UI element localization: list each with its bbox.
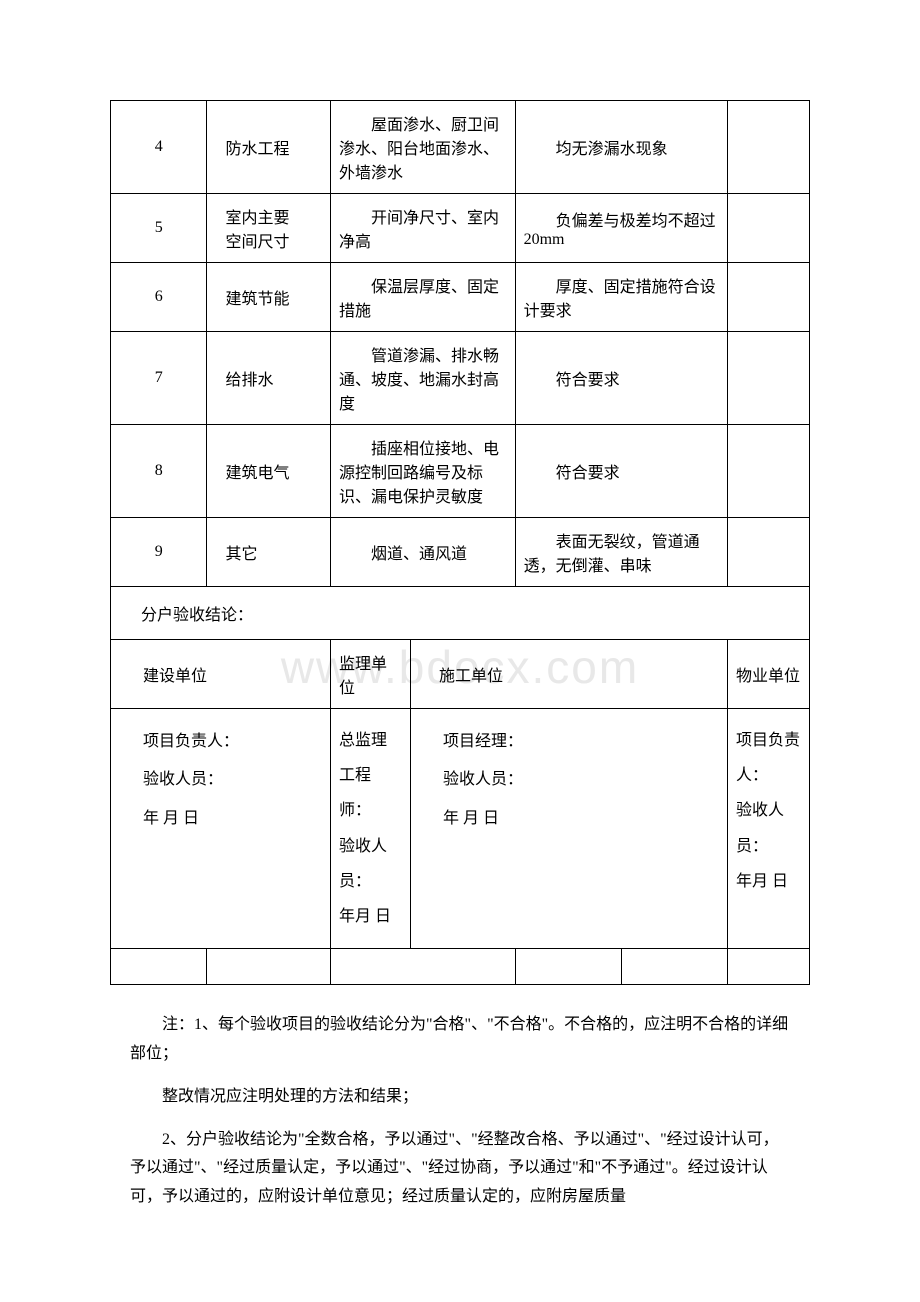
header-supervision: 监理单位 <box>331 640 411 709</box>
header-contractor: 施工单位 <box>411 640 728 709</box>
row-result <box>728 101 810 194</box>
sig-contractor: 项目经理： 验收人员： 年 月 日 <box>411 709 728 949</box>
table-row: 4 防水工程 屋面渗水、厨卫间渗水、阳台地面渗水、外墙渗水 均无渗漏水现象 <box>111 101 810 194</box>
empty-cell <box>111 949 207 985</box>
row-result <box>728 263 810 332</box>
row-detail: 屋面渗水、厨卫间渗水、阳台地面渗水、外墙渗水 <box>331 101 516 194</box>
row-result <box>728 425 810 518</box>
row-number: 7 <box>111 332 207 425</box>
row-number: 6 <box>111 263 207 332</box>
row-detail: 烟道、通风道 <box>331 518 516 587</box>
row-name: 给排水 <box>207 332 331 425</box>
notes-section: 注：1、每个验收项目的验收结论分为"合格"、"不合格"。不合格的，应注明不合格的… <box>110 1011 810 1212</box>
conclusion-label: 分户验收结论： <box>111 587 810 640</box>
row-detail: 插座相位接地、电源控制回路编号及标识、漏电保护灵敏度 <box>331 425 516 518</box>
row-requirement: 负偏差与极差均不超过 20mm <box>515 194 727 263</box>
row-requirement: 均无渗漏水现象 <box>515 101 727 194</box>
sig-construction: 项目负责人： 验收人员： 年 月 日 <box>111 709 331 949</box>
table-row: 6 建筑节能 保温层厚度、固定措施 厚度、固定措施符合设计要求 <box>111 263 810 332</box>
sig-supervision: 总监理工程师： 验收人员： 年月 日 <box>331 709 411 949</box>
row-result <box>728 332 810 425</box>
note-2: 整改情况应注明处理的方法和结果； <box>130 1083 790 1112</box>
note-3: 2、分户验收结论为"全数合格，予以通过"、"经整改合格、予以通过"、"经过设计认… <box>130 1126 790 1212</box>
row-name: 防水工程 <box>207 101 331 194</box>
table-row: 5 室内主要 空间尺寸 开间净尺寸、室内净高 负偏差与极差均不超过 20mm <box>111 194 810 263</box>
row-number: 4 <box>111 101 207 194</box>
row-result <box>728 518 810 587</box>
table-row: 7 给排水 管道渗漏、排水畅通、坡度、地漏水封高度 符合要求 <box>111 332 810 425</box>
conclusion-row: 分户验收结论： <box>111 587 810 640</box>
signature-row: 项目负责人： 验收人员： 年 月 日 总监理工程师： 验收人员： 年月 日 项目… <box>111 709 810 949</box>
table-row: 9 其它 烟道、通风道 表面无裂纹，管道通透，无倒灌、串味 <box>111 518 810 587</box>
row-detail: 开间净尺寸、室内净高 <box>331 194 516 263</box>
row-name: 室内主要 空间尺寸 <box>207 194 331 263</box>
empty-cell <box>331 949 516 985</box>
row-requirement: 符合要求 <box>515 332 727 425</box>
row-name: 建筑电气 <box>207 425 331 518</box>
row-requirement: 符合要求 <box>515 425 727 518</box>
row-name: 建筑节能 <box>207 263 331 332</box>
row-name: 其它 <box>207 518 331 587</box>
header-property: 物业单位 <box>728 640 810 709</box>
note-1: 注：1、每个验收项目的验收结论分为"合格"、"不合格"。不合格的，应注明不合格的… <box>130 1011 790 1069</box>
header-construction: 建设单位 <box>111 640 331 709</box>
empty-cell <box>207 949 331 985</box>
empty-cell <box>728 949 810 985</box>
row-detail: 保温层厚度、固定措施 <box>331 263 516 332</box>
row-detail: 管道渗漏、排水畅通、坡度、地漏水封高度 <box>331 332 516 425</box>
empty-cell <box>621 949 727 985</box>
sig-property: 项目负责人： 验收人员： 年月 日 <box>728 709 810 949</box>
empty-cell <box>515 949 621 985</box>
empty-row <box>111 949 810 985</box>
row-requirement: 厚度、固定措施符合设计要求 <box>515 263 727 332</box>
row-result <box>728 194 810 263</box>
unit-header-row: 建设单位 监理单位 施工单位 物业单位 <box>111 640 810 709</box>
acceptance-table: 4 防水工程 屋面渗水、厨卫间渗水、阳台地面渗水、外墙渗水 均无渗漏水现象 5 … <box>110 100 810 985</box>
row-number: 9 <box>111 518 207 587</box>
row-number: 8 <box>111 425 207 518</box>
row-requirement: 表面无裂纹，管道通透，无倒灌、串味 <box>515 518 727 587</box>
row-number: 5 <box>111 194 207 263</box>
table-row: 8 建筑电气 插座相位接地、电源控制回路编号及标识、漏电保护灵敏度 符合要求 <box>111 425 810 518</box>
